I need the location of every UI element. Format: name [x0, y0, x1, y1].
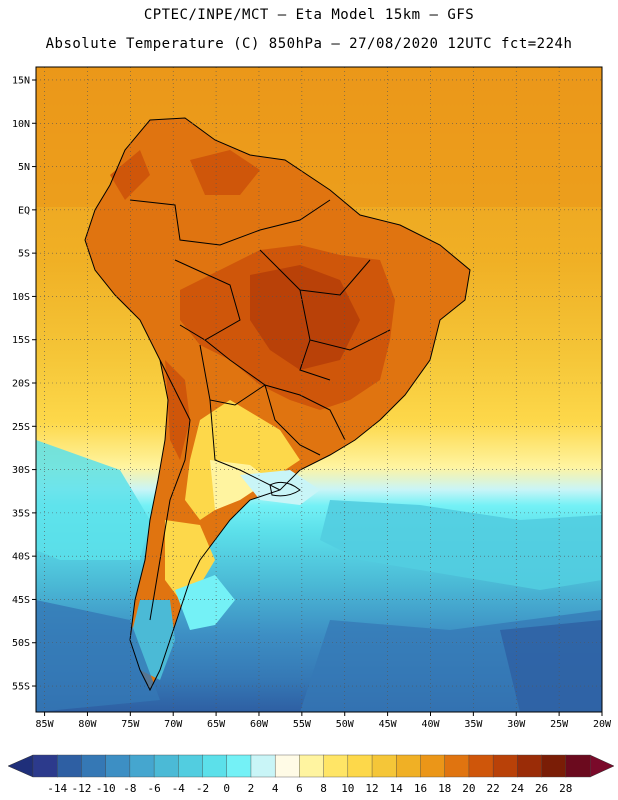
colorbar-label: 26: [535, 782, 548, 795]
lat-label: 10S: [12, 292, 30, 303]
colorbar-label: 8: [320, 782, 327, 795]
lon-label: 65W: [207, 719, 226, 730]
map-frame: [35, 66, 603, 713]
colorbar-label: -4: [172, 782, 186, 795]
country-borders: [84, 117, 471, 692]
lat-label: 5N: [18, 162, 30, 173]
lon-label: 70W: [164, 719, 183, 730]
colorbar-label: 10: [341, 782, 354, 795]
colorbar-label: 28: [559, 782, 572, 795]
colorbar-swatch: [250, 754, 276, 778]
colorbar-label: -10: [96, 782, 116, 795]
colorbar-swatch: [105, 754, 131, 778]
latitude-labels: 15N 10N 5N EQ 5S 10S 15S 20S 25S 30S 35S 40S 45S 50S 5…: [12, 75, 36, 693]
colorbar-label: 4: [272, 782, 279, 795]
colorbar-swatch: [129, 754, 155, 778]
colorbar-label: 24: [511, 782, 525, 795]
colorbar-swatch: [57, 754, 82, 778]
lon-label: 75W: [121, 719, 140, 730]
colorbar-swatch: [541, 754, 567, 778]
lon-label: 25W: [550, 719, 569, 730]
lon-label: 85W: [36, 719, 55, 730]
colorbar-swatch: [299, 754, 325, 778]
map-field: [36, 67, 602, 712]
colorbar-label: 20: [462, 782, 475, 795]
lat-label: 50S: [12, 638, 30, 649]
colorbar-label: -2: [196, 782, 209, 795]
lat-label: 15N: [12, 75, 30, 86]
title-line-1: CPTEC/INPE/MCT – Eta Model 15km – GFS: [143, 7, 475, 23]
lat-label: 55S: [12, 682, 30, 693]
colorbar-low-arrow: [7, 754, 34, 778]
lat-label: 35S: [12, 508, 30, 519]
colorbar-swatch: [32, 754, 58, 778]
colorbar-swatch: [226, 754, 252, 778]
longitude-labels: 85W 80W 75W 70W 65W 60W 55W 50W 45W 40W 35W 30W 25W 2…: [36, 712, 612, 730]
lon-label: 60W: [250, 719, 269, 730]
lat-label: 40S: [12, 552, 30, 563]
lon-label: 20W: [593, 719, 612, 730]
colorbar-label: -6: [147, 782, 160, 795]
colorbar-label: -8: [123, 782, 136, 795]
lat-label: 25S: [12, 422, 30, 433]
colorbar-label: 14: [390, 782, 404, 795]
lat-label: EQ: [18, 205, 30, 216]
colorbar-swatch: [444, 754, 470, 778]
colorbar-label: 22: [487, 782, 500, 795]
colorbar-label: -14: [47, 782, 67, 795]
colorbar-label: -12: [71, 782, 91, 795]
lon-label: 35W: [464, 719, 483, 730]
colorbar-high-arrow: [589, 754, 615, 778]
lat-label: 5S: [18, 249, 30, 260]
colorbar-label: 18: [438, 782, 451, 795]
colorbar-swatch: [153, 754, 179, 778]
colorbar-label: 2: [248, 782, 255, 795]
title-line-2: Absolute Temperature (C) 850hPa – 27/08/…: [45, 36, 573, 52]
lon-label: 50W: [336, 719, 355, 730]
colorbar-swatch: [202, 754, 228, 778]
lat-label: 15S: [12, 335, 30, 346]
lon-label: 40W: [421, 719, 440, 730]
colorbar-swatch: [371, 754, 397, 778]
lat-label: 45S: [12, 595, 30, 606]
colorbar-label: 12: [365, 782, 378, 795]
lon-label: 80W: [78, 719, 97, 730]
colorbar-swatch: [468, 754, 494, 778]
colorbar-swatch: [492, 754, 518, 778]
lon-label: 55W: [293, 719, 312, 730]
lon-label: 45W: [379, 719, 398, 730]
colorbar-swatch: [420, 754, 446, 778]
colorbar-swatch: [517, 754, 543, 778]
colorbar-swatch: [178, 754, 204, 778]
colorbar-label: 16: [414, 782, 427, 795]
colorbar-swatch: [347, 754, 373, 778]
colorbar-swatch: [81, 754, 107, 778]
lat-label: 20S: [12, 379, 30, 390]
colorbar-swatch: [323, 754, 349, 778]
lat-label: 10N: [12, 119, 30, 130]
colorbar-label: 0: [223, 782, 230, 795]
colorbar-swatch: [565, 754, 591, 778]
colorbar-swatch: [396, 754, 421, 778]
lat-label: 30S: [12, 465, 30, 476]
colorbar: -14 -12 -10 -8 -6 -4 -2 0 2 4 6 8 10 12 14 16 18 20 22 24 26…: [7, 754, 615, 795]
colorbar-label: 6: [296, 782, 303, 795]
colorbar-swatch: [274, 754, 300, 778]
lon-label: 30W: [507, 719, 526, 730]
